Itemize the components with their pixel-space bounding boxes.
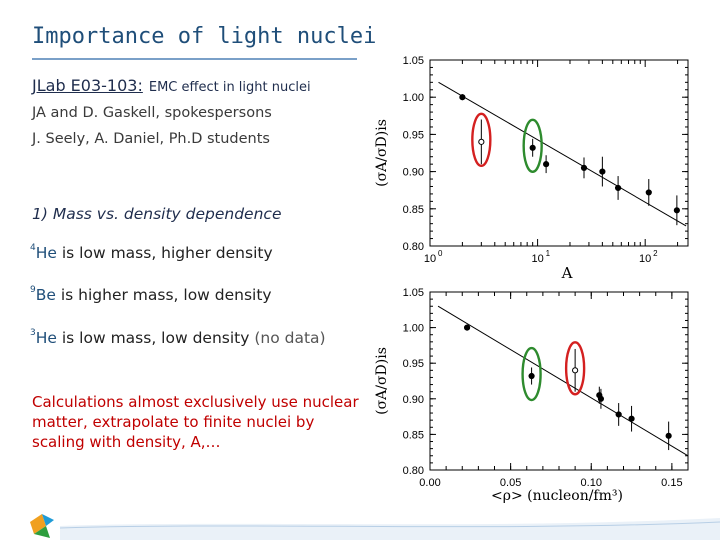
data-point xyxy=(459,94,466,101)
x-tick-label: 10 xyxy=(531,253,543,265)
data-point xyxy=(673,207,680,214)
point-9be: 9Be is higher mass, low density xyxy=(30,284,272,304)
y-tick-label: 0.85 xyxy=(403,429,424,441)
plot-ratio-vs-density: 0.80 0.85 0.90 0.95 1.00 1.05 0.00 0.05 0.10 0.15… xyxy=(374,287,689,504)
data-point xyxy=(615,411,622,418)
y-tick-label: 1.00 xyxy=(403,92,424,104)
footer-swoosh xyxy=(60,518,720,540)
data-point xyxy=(528,372,535,380)
x-axis-label: A xyxy=(561,264,573,282)
x-axis-label: <ρ> (nucleon/fm³) xyxy=(491,488,623,504)
y-axis-label: (σA/σD)is xyxy=(374,347,390,415)
point-9be-text: is higher mass, low density xyxy=(60,286,272,304)
section-heading: 1) Mass vs. density dependence xyxy=(32,205,281,223)
x-tick-label: 0.15 xyxy=(661,477,682,489)
point-3he: 3He is low mass, low density (no data) xyxy=(30,327,326,347)
x-tick-label: 0.10 xyxy=(581,477,602,489)
x-tick-label: 0.00 xyxy=(419,477,440,489)
y-axis-label: (σA/σD)is xyxy=(374,119,390,187)
y-tick-label: 0.85 xyxy=(403,204,424,216)
title-underline xyxy=(32,58,357,60)
plot-frame xyxy=(429,291,689,471)
section-heading-text: 1) Mass vs. density dependence xyxy=(32,205,282,223)
x-tick-label: 10 xyxy=(424,253,436,265)
x-tick-label: 10 xyxy=(639,253,651,265)
highlight-ellipse xyxy=(471,112,492,168)
slide-title: Importance of light nuclei xyxy=(32,24,377,49)
y-tick-label: 0.95 xyxy=(403,358,424,370)
logo-icon xyxy=(30,514,46,534)
y-tick-label: 0.95 xyxy=(403,129,424,141)
data-point xyxy=(599,168,606,175)
students-line: J. Seely, A. Daniel, Ph.D students xyxy=(32,131,270,147)
experiment-label: JLab E03-103: xyxy=(32,76,143,95)
point-3he-symbol: He xyxy=(35,329,57,347)
experiment-desc: EMC effect in light nuclei xyxy=(148,80,311,95)
point-9be-symbol: Be xyxy=(35,286,56,304)
data-point xyxy=(478,138,485,145)
y-tick-label: 0.90 xyxy=(403,167,424,179)
data-point xyxy=(529,144,536,151)
x-tick-exponent: 2 xyxy=(653,249,658,258)
data-point xyxy=(665,432,672,439)
spokespersons-line: JA and D. Gaskell, spokespersons xyxy=(32,105,272,121)
point-4he-symbol: He xyxy=(35,244,57,262)
y-tick-label: 1.00 xyxy=(403,323,424,335)
highlight-ellipse xyxy=(564,341,586,396)
point-4he-text: is low mass, higher density xyxy=(61,244,273,262)
point-4he-mass: 4 xyxy=(30,242,36,253)
y-tick-label: 0.90 xyxy=(403,394,424,406)
point-3he-text: is low mass, low density xyxy=(61,329,250,347)
plot-frame xyxy=(429,59,689,247)
point-9be-mass: 9 xyxy=(30,284,36,295)
conclusion-text: Calculations almost exclusively use nucl… xyxy=(32,393,359,451)
point-4he: 4He is low mass, higher density xyxy=(30,242,273,262)
fit-line xyxy=(437,305,689,457)
point-3he-mass: 3 xyxy=(30,327,36,338)
fit-line xyxy=(438,81,687,227)
data-point xyxy=(543,161,550,168)
data-point xyxy=(628,415,635,422)
y-tick-label: 0.80 xyxy=(403,241,424,253)
y-tick-label: 1.05 xyxy=(403,287,424,299)
data-point xyxy=(572,367,579,374)
highlight-ellipse xyxy=(522,118,543,173)
x-tick-exponent: 1 xyxy=(546,249,551,258)
x-tick-label: 0.05 xyxy=(500,477,521,489)
x-tick-exponent: 0 xyxy=(438,249,443,258)
point-3he-note: (no data) xyxy=(254,329,326,347)
data-point xyxy=(645,189,652,196)
experiment-line: JLab E03-103: EMC effect in light nuclei xyxy=(32,76,311,95)
y-tick-label: 1.05 xyxy=(403,55,424,67)
y-tick-label: 0.80 xyxy=(403,465,424,477)
data-point xyxy=(463,324,471,331)
footer-banner xyxy=(30,514,720,540)
data-point xyxy=(597,395,605,402)
highlight-ellipse xyxy=(521,346,542,402)
data-point xyxy=(614,184,622,192)
data-point xyxy=(580,164,588,171)
